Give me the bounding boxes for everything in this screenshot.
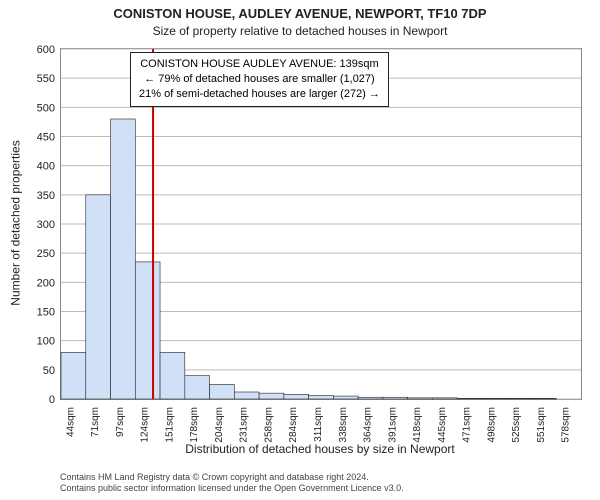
annotation-line-1: CONISTON HOUSE AUDLEY AVENUE: 139sqm (139, 57, 380, 72)
svg-text:284sqm: 284sqm (288, 407, 299, 443)
x-axis-label: Distribution of detached houses by size … (60, 442, 580, 456)
svg-text:350: 350 (37, 190, 55, 202)
svg-text:50: 50 (43, 365, 55, 377)
svg-text:311sqm: 311sqm (313, 407, 324, 442)
bar (457, 398, 482, 399)
svg-text:71sqm: 71sqm (90, 407, 101, 437)
svg-text:338sqm: 338sqm (338, 407, 349, 443)
bar (135, 262, 160, 399)
annotation-line-3: 21% of semi-detached houses are larger (… (139, 87, 380, 102)
svg-text:250: 250 (37, 248, 55, 260)
bar (234, 392, 259, 399)
annotation-line-2: ← 79% of detached houses are smaller (1,… (139, 72, 380, 87)
bar (408, 398, 433, 399)
chart-subtitle: Size of property relative to detached ho… (0, 24, 600, 38)
svg-text:450: 450 (37, 132, 55, 144)
svg-text:551sqm: 551sqm (536, 407, 547, 443)
svg-text:300: 300 (37, 219, 55, 231)
chart-container: { "title": "CONISTON HOUSE, AUDLEY AVENU… (0, 0, 600, 500)
svg-text:550: 550 (37, 73, 55, 85)
bar (383, 397, 408, 399)
svg-text:0: 0 (49, 394, 55, 406)
chart-title: CONISTON HOUSE, AUDLEY AVENUE, NEWPORT, … (0, 6, 600, 21)
svg-text:600: 600 (37, 44, 55, 56)
footer-attribution: Contains HM Land Registry data © Crown c… (60, 472, 404, 495)
bar (482, 398, 507, 399)
bar (259, 393, 284, 399)
annotation-box: CONISTON HOUSE AUDLEY AVENUE: 139sqm ← 7… (130, 52, 389, 107)
svg-text:124sqm: 124sqm (140, 407, 151, 443)
bar (160, 352, 185, 399)
bar (333, 396, 358, 399)
svg-text:471sqm: 471sqm (462, 407, 473, 443)
bar (210, 384, 235, 399)
svg-text:204sqm: 204sqm (214, 407, 225, 443)
svg-text:150: 150 (37, 307, 55, 319)
svg-text:578sqm: 578sqm (561, 407, 572, 443)
svg-text:525sqm: 525sqm (511, 407, 522, 443)
svg-text:418sqm: 418sqm (412, 407, 423, 443)
svg-text:178sqm: 178sqm (189, 407, 200, 443)
svg-text:364sqm: 364sqm (363, 407, 374, 443)
svg-text:258sqm: 258sqm (263, 407, 274, 443)
svg-text:231sqm: 231sqm (239, 407, 250, 443)
bar (61, 352, 86, 399)
svg-text:97sqm: 97sqm (115, 407, 126, 437)
bar (507, 398, 532, 399)
svg-text:445sqm: 445sqm (437, 407, 448, 443)
footer-line-2: Contains public sector information licen… (60, 483, 404, 494)
y-axis-label: Number of detached properties (6, 48, 26, 398)
svg-text:500: 500 (37, 102, 55, 114)
svg-text:400: 400 (37, 161, 55, 173)
histogram-bars (61, 119, 556, 399)
x-axis-ticks: 44sqm 71sqm 97sqm 124sqm 151sqm 178sqm 204sqm 2… (65, 407, 571, 443)
footer-line-1: Contains HM Land Registry data © Crown c… (60, 472, 404, 483)
svg-text:100: 100 (37, 336, 55, 348)
svg-text:391sqm: 391sqm (387, 407, 398, 443)
bar (358, 397, 383, 399)
bar (185, 376, 210, 399)
bar (531, 398, 556, 399)
bar (86, 195, 111, 399)
y-axis-ticks: 0 50 100 150 200 250 300 350 400 450 500 550 600 (37, 44, 55, 406)
bar (111, 119, 136, 399)
svg-text:200: 200 (37, 277, 55, 289)
svg-text:151sqm: 151sqm (164, 407, 175, 443)
bar (432, 398, 457, 399)
svg-text:498sqm: 498sqm (486, 407, 497, 443)
bar (309, 396, 334, 400)
bar (284, 394, 309, 399)
svg-text:44sqm: 44sqm (65, 407, 76, 437)
